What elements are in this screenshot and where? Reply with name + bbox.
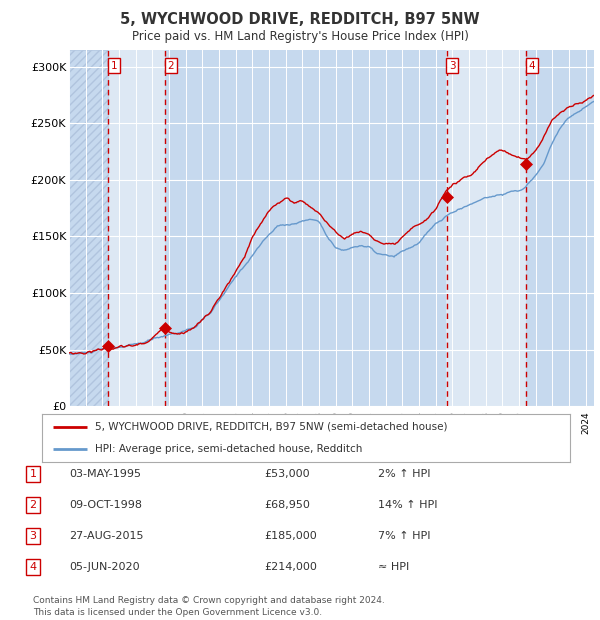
Text: Price paid vs. HM Land Registry's House Price Index (HPI): Price paid vs. HM Land Registry's House … <box>131 30 469 43</box>
Text: 3: 3 <box>449 61 455 71</box>
Bar <box>69 50 108 406</box>
Text: 7% ↑ HPI: 7% ↑ HPI <box>378 531 431 541</box>
Text: £214,000: £214,000 <box>264 562 317 572</box>
Text: 1: 1 <box>110 61 117 71</box>
Text: 2: 2 <box>29 500 37 510</box>
Text: 05-JUN-2020: 05-JUN-2020 <box>69 562 140 572</box>
Bar <box>108 50 165 406</box>
Text: 4: 4 <box>529 61 535 71</box>
Text: 2% ↑ HPI: 2% ↑ HPI <box>378 469 431 479</box>
Text: 3: 3 <box>29 531 37 541</box>
Text: ≈ HPI: ≈ HPI <box>378 562 409 572</box>
Text: 09-OCT-1998: 09-OCT-1998 <box>69 500 142 510</box>
Text: 4: 4 <box>29 562 37 572</box>
Text: 27-AUG-2015: 27-AUG-2015 <box>69 531 143 541</box>
Text: 1: 1 <box>29 469 37 479</box>
Bar <box>446 50 526 406</box>
Text: 14% ↑ HPI: 14% ↑ HPI <box>378 500 437 510</box>
Text: £68,950: £68,950 <box>264 500 310 510</box>
Bar <box>526 50 594 406</box>
Bar <box>69 50 108 406</box>
Text: 03-MAY-1995: 03-MAY-1995 <box>69 469 141 479</box>
Text: HPI: Average price, semi-detached house, Redditch: HPI: Average price, semi-detached house,… <box>95 444 362 454</box>
Text: 5, WYCHWOOD DRIVE, REDDITCH, B97 5NW (semi-detached house): 5, WYCHWOOD DRIVE, REDDITCH, B97 5NW (se… <box>95 422 448 432</box>
Text: 2: 2 <box>167 61 174 71</box>
Text: 5, WYCHWOOD DRIVE, REDDITCH, B97 5NW: 5, WYCHWOOD DRIVE, REDDITCH, B97 5NW <box>120 12 480 27</box>
Bar <box>165 50 446 406</box>
Text: £185,000: £185,000 <box>264 531 317 541</box>
Text: Contains HM Land Registry data © Crown copyright and database right 2024.
This d: Contains HM Land Registry data © Crown c… <box>33 596 385 617</box>
Text: £53,000: £53,000 <box>264 469 310 479</box>
